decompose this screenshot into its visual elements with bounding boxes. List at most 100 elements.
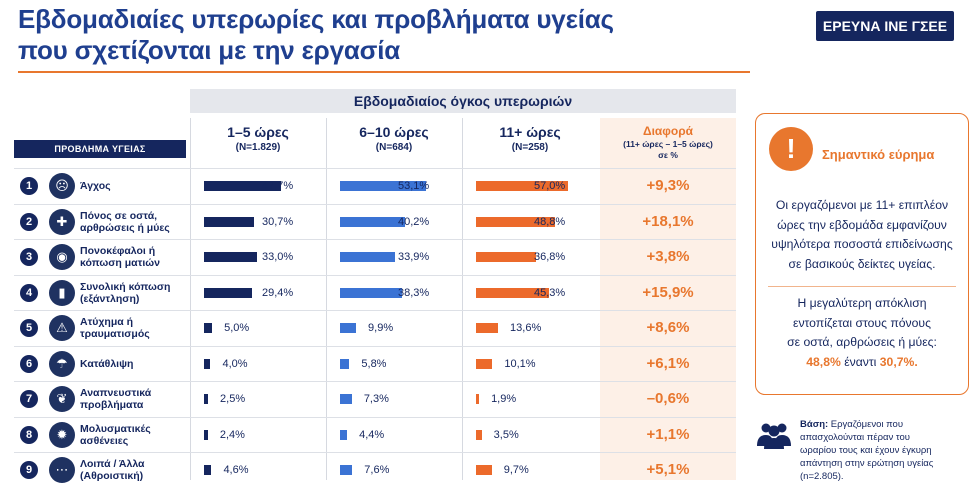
bar-mark [204, 216, 254, 227]
bar-mark [204, 394, 209, 404]
table-row: 1 ☹ Άγχος 47,7% 53,1% 57,0% +9,3% [14, 168, 736, 202]
bar-mark [204, 465, 212, 475]
percentage-label: 2,5% [220, 393, 246, 405]
percentage-label: 48,8% [534, 215, 566, 228]
row-number-badge: 7 [20, 390, 38, 408]
column-header-difference: Διαφορά (11+ ώρες – 1–5 ώρες) σε % [600, 124, 736, 161]
bar-mark [340, 252, 395, 262]
title-line-1: Εβδομαδιαίες υπερωρίες και προβλήματα υγ… [18, 4, 614, 34]
label-line: Αναπνευστικά [80, 387, 152, 399]
overtime-volume-header: Εβδομαδιαίος όγκος υπερωριών [190, 89, 736, 113]
bar-mark [204, 287, 252, 298]
bar-mark [476, 323, 499, 333]
bar-mark [204, 323, 213, 333]
column-header-11-plus: 11+ ώρες (N=258) [462, 124, 598, 155]
text-fragment: έναντι [840, 354, 880, 369]
anxiety-head-icon: ☹ [49, 173, 75, 199]
column-header-1-5: 1–5 ώρες (N=1.829) [190, 124, 326, 155]
health-problem-label: Πονοκέφαλοι ή κόπωση ματιών [80, 240, 190, 274]
percentage-label: 38,3% [398, 286, 430, 299]
health-problem-header: ΠΡΟΒΛΗΜΑ ΥΓΕΙΑΣ [14, 140, 186, 158]
text-fragment: Εργαζόμενοι που [828, 419, 904, 430]
bar-mark [340, 465, 353, 475]
percentage-label: 4,6% [223, 464, 249, 476]
fall-accident-icon: ⚠ [49, 315, 75, 341]
sample-base-note: Βάση: Εργαζόμενοι που απασχολούνται πέρα… [800, 418, 972, 483]
text-line: ώρες την εβδομάδα εμφανίζουν [777, 217, 947, 232]
eye-icon: ◉ [49, 244, 75, 270]
difference-value: +1,1% [646, 425, 690, 443]
row-number-badge: 8 [20, 425, 38, 444]
label-line: τραυματισμός [80, 328, 150, 340]
difference-sub-2: σε % [658, 150, 678, 160]
label-line: αρθρώσεις ή μύες [80, 221, 170, 234]
difference-value: +15,9% [642, 283, 694, 301]
bar-mark [476, 287, 550, 298]
people-group-icon [757, 423, 791, 449]
row-number-badge: 2 [20, 212, 38, 231]
title-line-2: που σχετίζονται με την εργασία [18, 35, 401, 65]
column-label: 1–5 ώρες [227, 124, 289, 140]
text-line: ωραρίου τους και έχουν έγκυρη [800, 445, 932, 456]
health-problem-label: Συνολική κόπωση (εξάντληση) [80, 276, 190, 310]
column-n: (N=684) [375, 142, 413, 153]
health-problem-label: Λοιπά / Άλλα (Αθροιστική) [80, 453, 190, 487]
difference-value: +5,1% [646, 461, 690, 478]
label-line: Άγχος [80, 180, 111, 192]
difference-value: +18,1% [642, 212, 694, 230]
label-line: Κατάθλιψη [80, 357, 134, 370]
column-label: 6–10 ώρες [359, 124, 429, 140]
table-row: 6 ☂ Κατάθλιψη 4,0% 5,8% 10,1% +6,1% [14, 345, 736, 380]
percentage-label: 33,0% [262, 251, 294, 263]
health-problem-label: Αναπνευστικά προβλήματα [80, 382, 190, 416]
health-problem-label: Πόνος σε οστά, αρθρώσεις ή μύες [80, 205, 190, 239]
label-line: Μολυσματικές [80, 422, 151, 435]
text-line: σε οστά, αρθρώσεις ή μύες: [787, 335, 937, 349]
health-problem-label: Μολυσματικές ασθένειες [80, 418, 190, 452]
percentage-label: 40,2% [398, 215, 430, 228]
label-line: κόπωση ματιών [80, 257, 160, 269]
percentage-label: 7,6% [364, 464, 390, 476]
text-line: Η μεγαλύτερη απόκλιση [797, 296, 927, 310]
health-problem-label: Ατύχημα ή τραυματισμός [80, 311, 190, 345]
more-dots-icon: ⋯ [49, 457, 75, 483]
label-line: Λοιπά / Άλλα [80, 458, 145, 470]
bar-mark [204, 429, 208, 440]
percentage-label: 30,7% [262, 215, 294, 228]
percentage-label: 47,7% [262, 180, 294, 192]
row-number-badge: 5 [20, 319, 38, 337]
percentage-label: 4,0% [222, 357, 248, 370]
percentage-label: 29,4% [262, 286, 294, 299]
difference-value: +3,8% [646, 248, 690, 265]
percentage-label: 13,6% [510, 322, 542, 334]
difference-value: +8,6% [646, 319, 690, 336]
bar-mark [340, 181, 427, 191]
percentage-label: 33,9% [398, 251, 430, 263]
table-row: 8 ✹ Μολυσματικές ασθένειες 2,4% 4,4% 3,5% +1,1% [14, 416, 736, 452]
joint-pain-icon: ✚ [49, 208, 75, 235]
text-line: (n=2.805). [800, 471, 844, 482]
table-row: 9 ⋯ Λοιπά / Άλλα (Αθροιστική) 4,6% 7,6% 9,7% +5… [14, 452, 736, 486]
text-line: απάντηση στην ερώτηση υγείας [800, 458, 934, 469]
text-line: υψηλότερα ποσοστά επιδείνωσης [771, 237, 953, 251]
column-n: (N=258) [511, 142, 549, 153]
text-line: σε βασικούς δείκτες υγείας. [788, 256, 936, 271]
label-line: ασθένειες [80, 434, 129, 447]
column-separator [326, 118, 327, 480]
key-finding-title: Σημαντικό εύρημα [822, 147, 935, 162]
percentage-label: 9,7% [503, 464, 529, 476]
lungs-icon: ❦ [49, 386, 75, 412]
difference-label: Διαφορά [642, 124, 694, 138]
column-header-6-10: 6–10 ώρες (N=684) [326, 124, 462, 155]
bar-mark [204, 181, 282, 191]
highlight-value: 30,7%. [879, 354, 918, 369]
label-line: Πονοκέφαλοι ή [80, 245, 156, 257]
percentage-label: 36,8% [534, 251, 566, 263]
percentage-label: 53,1% [398, 180, 430, 192]
label-line: Ατύχημα ή [80, 316, 134, 328]
health-problem-label: Άγχος [80, 169, 190, 203]
text-line: Βάση: Εργαζόμενοι που [800, 418, 972, 431]
percentage-label: 9,9% [368, 322, 394, 334]
base-label: Βάση: [800, 419, 829, 430]
percentage-label: 5,0% [224, 322, 250, 334]
